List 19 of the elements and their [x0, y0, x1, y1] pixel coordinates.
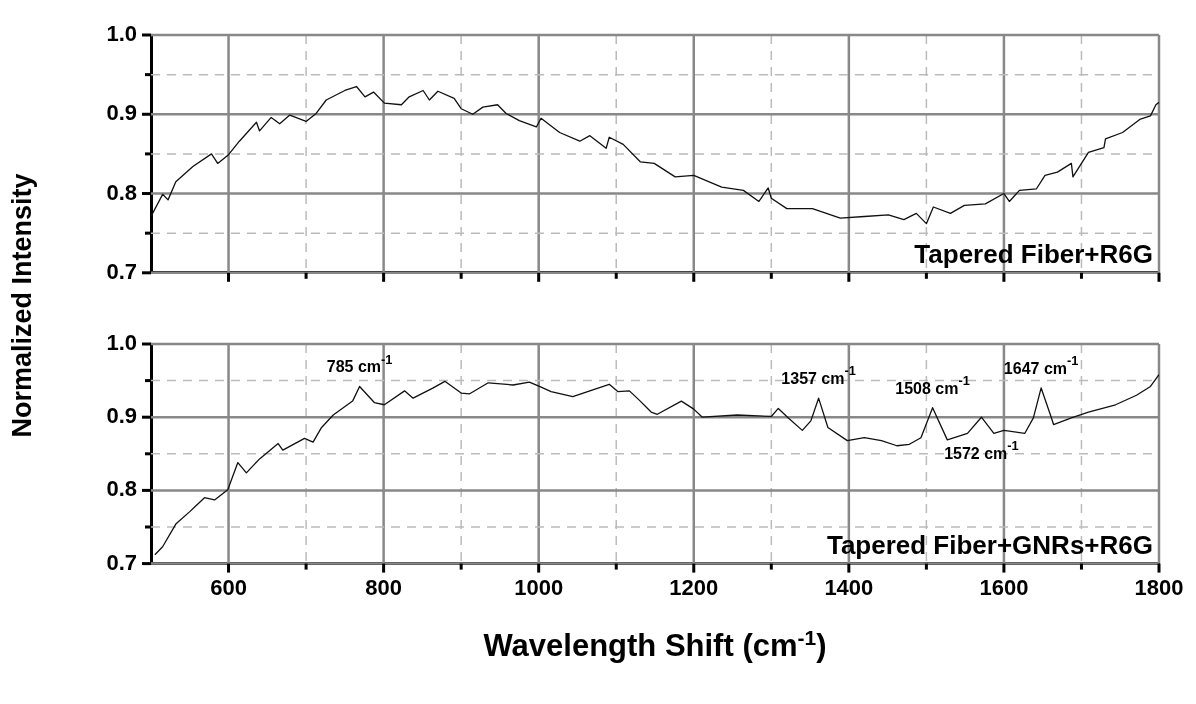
y-tick-label: 0.7	[106, 258, 137, 284]
x-tick-label: 600	[210, 574, 247, 600]
y-tick-label: 1.0	[106, 21, 137, 47]
y-tick-label: 0.9	[106, 100, 137, 126]
x-tick-label: 1200	[669, 574, 719, 600]
x-tick-label: 1800	[1134, 574, 1184, 600]
y-tick-label: 1.0	[106, 330, 137, 356]
y-axis-title: Normalized Intensity	[6, 172, 38, 438]
x-axis-title: Wavelength Shift (cm$^{-1}$)	[482, 626, 828, 665]
series-label: Tapered Fiber+R6G	[914, 238, 1154, 269]
x-tick-label: 1400	[824, 574, 874, 600]
y-tick-label: 0.8	[106, 476, 137, 502]
x-tick-label: 800	[365, 574, 402, 600]
x-tick-label: 1000	[514, 574, 564, 600]
y-tick-label: 0.7	[106, 549, 137, 575]
x-tick-label: 1600	[979, 574, 1029, 600]
text: Tapered Fiber+GNRs+R6G	[826, 529, 1154, 560]
y-tick-label: 0.9	[106, 403, 137, 429]
y-tick-label: 0.8	[106, 179, 137, 205]
